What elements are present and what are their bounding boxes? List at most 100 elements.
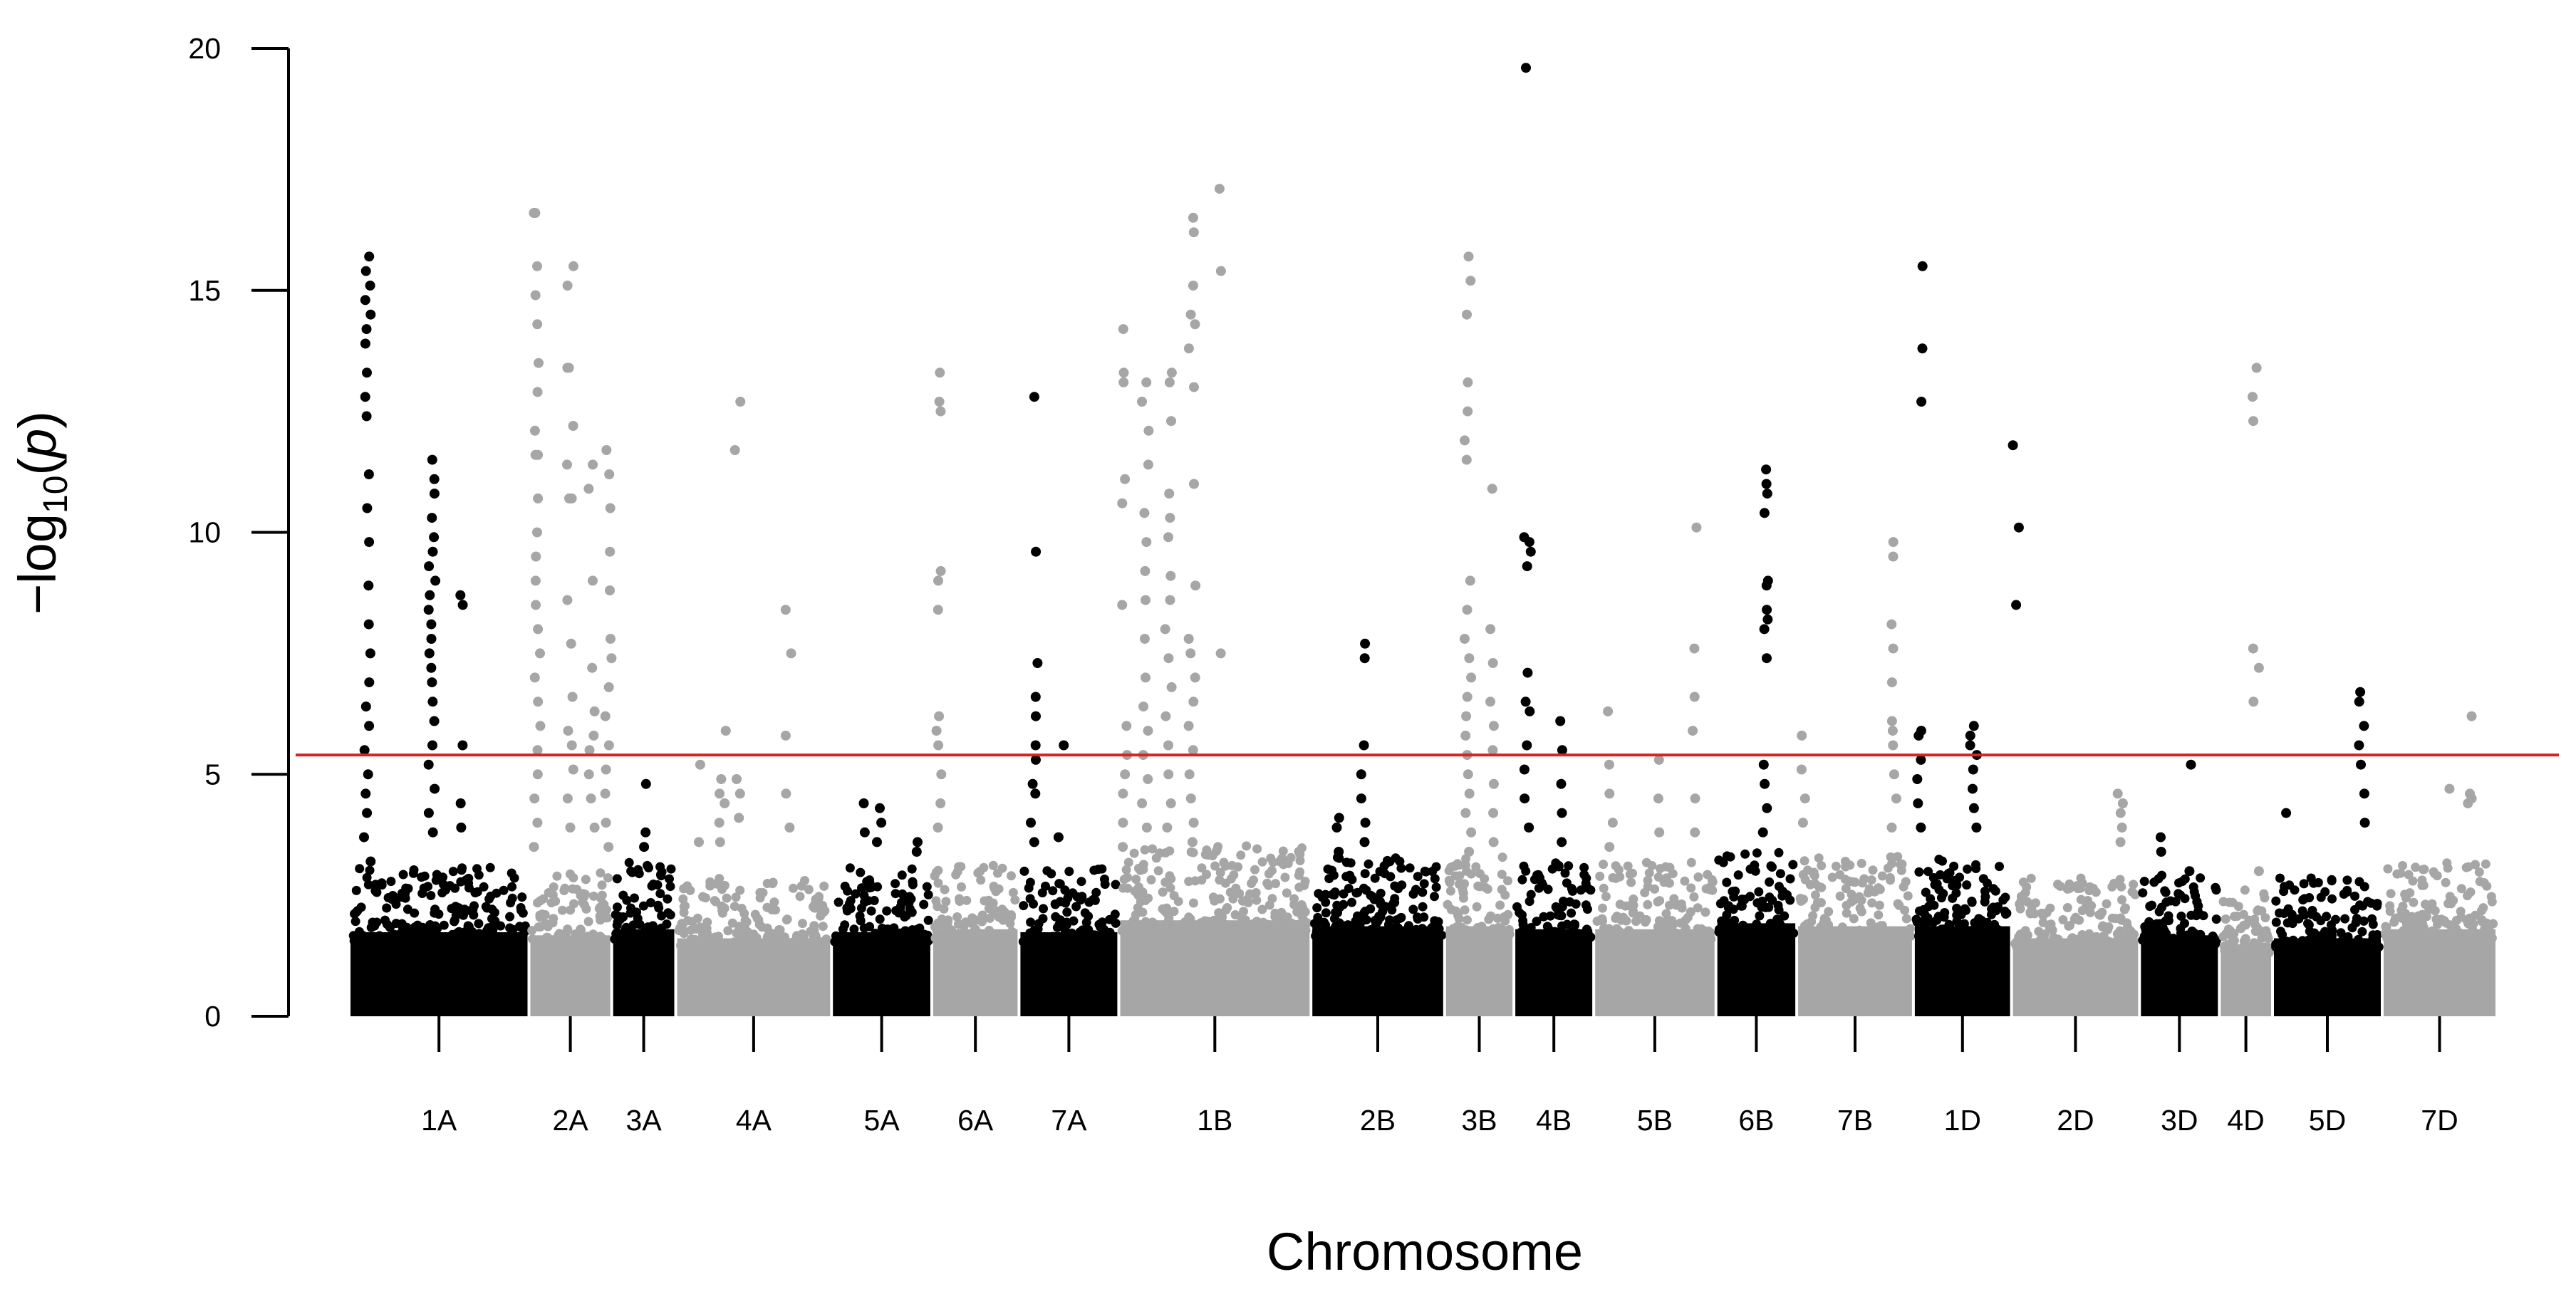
data-point-5A: [919, 937, 928, 946]
data-point-1B: [1159, 926, 1169, 936]
peak-point-2A: [532, 745, 543, 756]
data-point-4A: [804, 885, 814, 894]
data-point-7A: [1064, 933, 1074, 943]
data-point-7B: [1812, 897, 1822, 907]
data-point-2B: [1329, 890, 1339, 900]
data-point-1B: [1281, 914, 1291, 924]
peak-point-1A: [365, 648, 375, 659]
data-point-7A: [1105, 914, 1115, 924]
x-tick-label-4D: 4D: [2227, 1104, 2264, 1137]
data-point-6B: [1718, 857, 1728, 867]
data-point-7A: [1088, 937, 1098, 946]
data-point-6B: [1752, 848, 1762, 858]
data-point-1D: [1923, 867, 1933, 877]
peak-point-7B: [1799, 793, 1810, 804]
y-axis-title: −log10(p): [8, 411, 75, 615]
data-point-7B: [1875, 932, 1885, 941]
data-point-3B: [1463, 930, 1473, 940]
data-point-4B: [1552, 903, 1562, 913]
data-point-6A: [934, 934, 944, 944]
data-point-6A: [974, 915, 984, 925]
peak-point-1D: [1916, 823, 1926, 833]
data-point-1A: [438, 872, 448, 882]
data-point-2B: [1430, 874, 1440, 884]
data-point-7B: [1814, 882, 1824, 892]
data-point-6B: [1750, 860, 1760, 870]
peak-point-1B: [1143, 726, 1153, 736]
peak-point-2A: [532, 527, 542, 538]
y-axis: 0 5 10 15 20: [188, 32, 290, 1033]
data-point-5A: [919, 899, 929, 909]
peak-point-5B: [1603, 706, 1614, 716]
data-point-5A: [859, 923, 869, 933]
data-point-6B: [1755, 911, 1765, 921]
data-point-1A: [518, 908, 528, 918]
data-point-1A: [484, 894, 494, 904]
data-point-2A: [597, 890, 607, 900]
data-point-7A: [1097, 864, 1107, 874]
data-point-4D: [2227, 946, 2237, 956]
data-point-2B: [1336, 929, 1346, 939]
peak-point-1A: [426, 634, 437, 644]
peak-point-4A: [716, 774, 727, 784]
data-point-7A: [1061, 898, 1071, 908]
peak-point-5B: [1604, 788, 1615, 799]
data-point-2A: [569, 937, 579, 946]
peak-point-6A: [934, 711, 945, 721]
data-point-2A: [557, 938, 567, 948]
data-point-4A: [750, 909, 760, 919]
data-point-6B: [1717, 929, 1727, 939]
data-point-6A: [984, 904, 994, 914]
peak-point-3B: [1485, 624, 1496, 635]
data-point-6B: [1719, 896, 1729, 906]
data-point-7D: [2456, 884, 2466, 894]
peak-point-1B: [1190, 319, 1200, 330]
data-point-1B: [1257, 904, 1267, 914]
data-point-2D: [2123, 922, 2133, 932]
data-point-2D: [2110, 937, 2120, 947]
data-point-5B: [1653, 922, 1663, 932]
data-point-5A: [881, 927, 891, 937]
data-point-3D: [2206, 939, 2216, 949]
data-point-3A: [638, 901, 648, 911]
data-point-6B: [1785, 874, 1795, 884]
data-point-4A: [676, 941, 686, 951]
data-point-1B: [1132, 887, 1142, 897]
peak-point-1D: [1968, 764, 1978, 775]
peak-point-3B: [1461, 711, 1472, 721]
x-tick-label-2B: 2B: [1360, 1104, 1396, 1137]
data-point-4D: [2240, 885, 2250, 895]
peak-point-5A: [858, 798, 869, 808]
data-point-5B: [1668, 869, 1678, 879]
peak-point-1B: [1190, 580, 1201, 591]
data-point-5A: [859, 890, 869, 900]
data-point-2A: [596, 939, 606, 949]
data-point-5D: [2342, 935, 2352, 945]
data-point-5A: [882, 906, 892, 916]
data-point-5A: [912, 924, 922, 934]
peak-point-5B: [1653, 793, 1663, 804]
data-point-3D: [2193, 907, 2203, 917]
data-point-6B: [1717, 916, 1727, 926]
data-point-5A: [901, 929, 911, 939]
data-point-4A: [711, 897, 720, 907]
data-point-5D: [2367, 914, 2377, 924]
data-point-3A: [657, 867, 667, 877]
peak-point-5A: [875, 803, 885, 813]
data-point-2A: [603, 913, 613, 923]
peak-point-1D: [1916, 397, 1927, 407]
data-point-5B: [1683, 912, 1693, 922]
data-point-1A: [380, 915, 390, 925]
data-point-4D: [2238, 909, 2248, 919]
peak-point-1B: [1139, 508, 1150, 518]
data-point-2A: [601, 905, 611, 914]
data-point-5B: [1655, 864, 1665, 874]
data-point-2D: [2038, 918, 2048, 927]
data-point-5B: [1655, 896, 1665, 906]
data-point-5B: [1601, 892, 1611, 902]
data-point-1D: [1921, 887, 1931, 897]
data-point-4D: [2239, 937, 2249, 946]
peak-point-4D: [2248, 416, 2258, 427]
data-point-1B: [1118, 883, 1128, 893]
peak-point-2A: [566, 638, 576, 649]
